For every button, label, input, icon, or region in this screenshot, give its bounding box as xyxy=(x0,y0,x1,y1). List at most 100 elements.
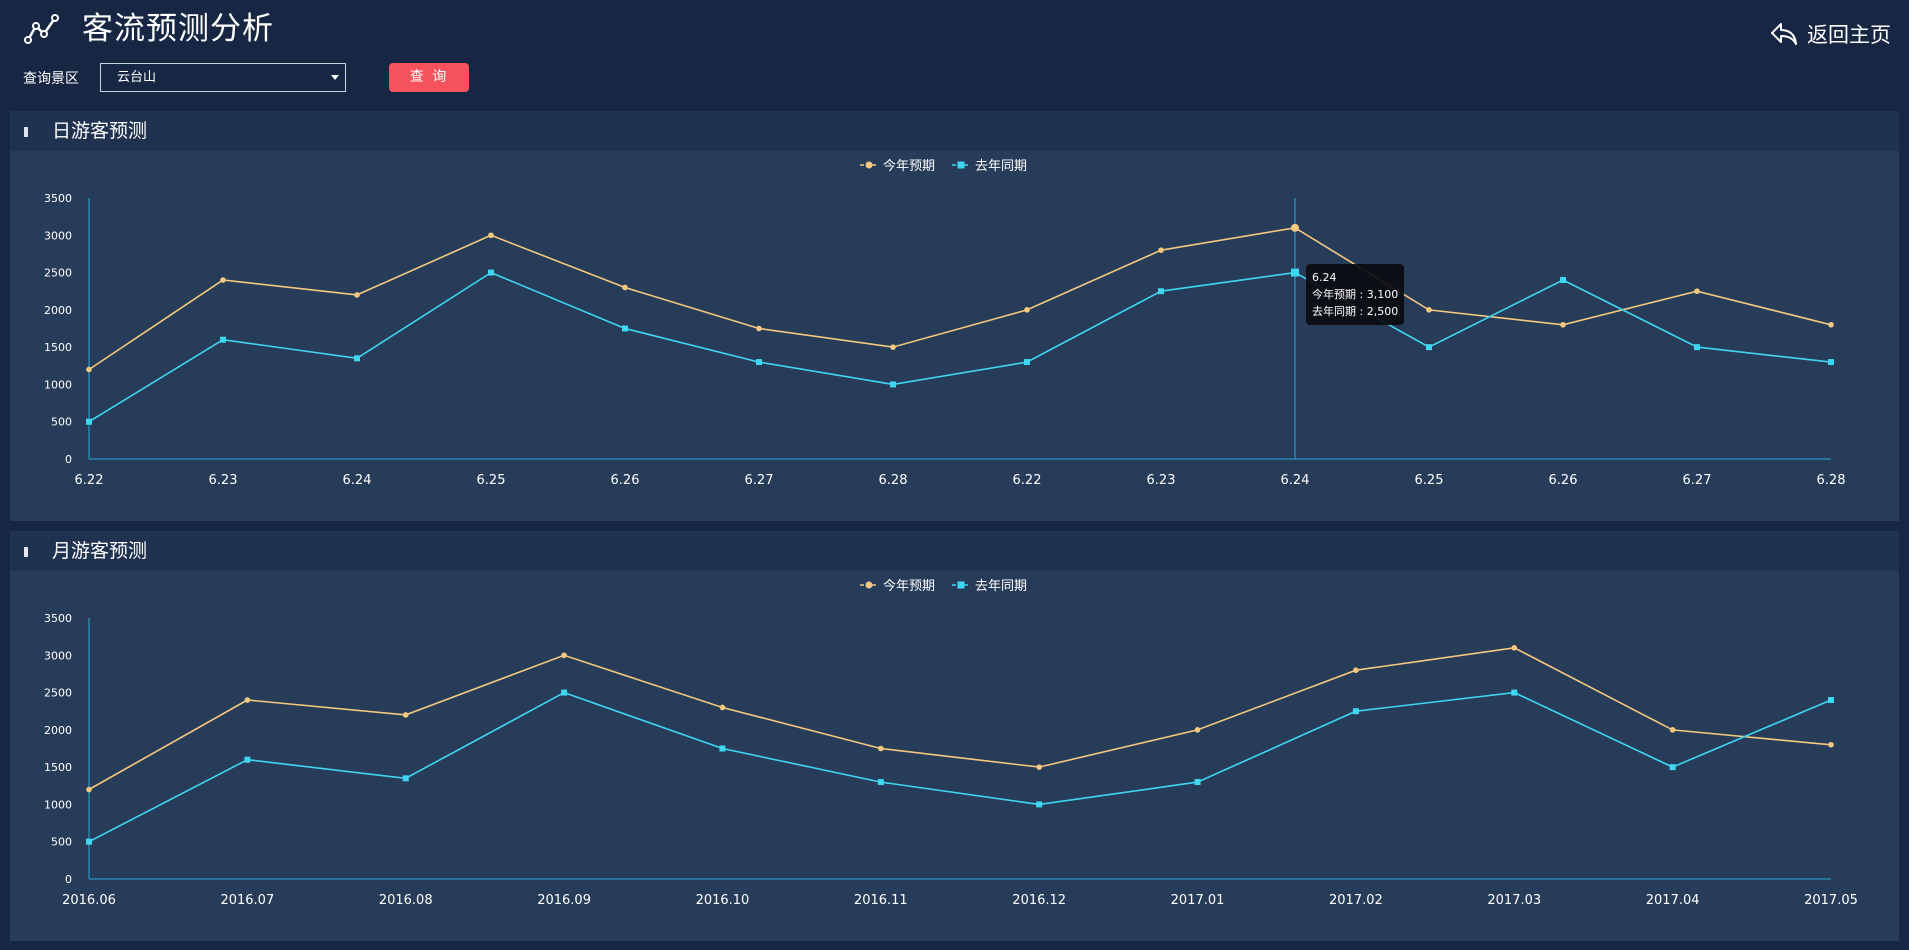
scenic-area-label: 查询景区 xyxy=(23,71,79,87)
daily-panel-title: 日游客预测 xyxy=(52,120,148,142)
y-tick-label: 1500 xyxy=(44,341,72,354)
tooltip-last-year: 去年同期 : 2,500 xyxy=(1312,305,1399,318)
series-line-last-year xyxy=(88,691,1832,843)
data-point xyxy=(756,325,762,332)
data-point xyxy=(878,745,884,752)
data-point xyxy=(622,284,628,291)
x-tick-label: 6.25 xyxy=(477,473,506,488)
data-point xyxy=(1828,741,1834,748)
legend-label: 今年预期 xyxy=(883,578,935,594)
page-title: 客流预测分析 xyxy=(82,11,274,47)
data-point xyxy=(1511,689,1518,696)
data-point xyxy=(1036,764,1042,770)
data-point xyxy=(1511,645,1518,651)
x-tick-label: 2016.09 xyxy=(537,893,591,908)
data-point xyxy=(86,366,92,373)
data-point xyxy=(1158,288,1164,295)
data-point xyxy=(1669,764,1676,771)
x-tick-label: 6.26 xyxy=(1549,473,1578,488)
legend-marker xyxy=(957,161,965,169)
data-point xyxy=(890,344,896,350)
x-tick-label: 2016.12 xyxy=(1012,893,1066,908)
back-home-label: 返回主页 xyxy=(1807,23,1891,47)
data-point xyxy=(220,336,226,343)
daily-panel-header: 日游客预测 xyxy=(10,111,1899,151)
y-tick-label: 3500 xyxy=(44,612,72,625)
data-point xyxy=(1291,223,1299,232)
x-tick-label: 6.28 xyxy=(879,473,908,488)
data-point xyxy=(1828,321,1834,328)
x-tick-label: 6.27 xyxy=(745,473,774,488)
legend-marker xyxy=(865,581,873,589)
x-tick-label: 6.24 xyxy=(343,473,372,488)
x-tick-label: 6.23 xyxy=(209,473,238,488)
data-point xyxy=(1158,247,1164,253)
data-point xyxy=(756,359,762,366)
monthly-forecast-chart: 今年预期 去年同期 0 500 1000 1500 2000 2500 3000 3500 2016… xyxy=(44,578,1858,908)
data-point xyxy=(1694,288,1700,295)
back-home-link[interactable]: 返回主页 xyxy=(1769,18,1891,50)
data-point xyxy=(488,269,494,276)
data-point xyxy=(488,232,494,239)
x-tick-label: 6.28 xyxy=(1817,473,1846,488)
legend-marker xyxy=(865,161,873,169)
data-point xyxy=(877,779,884,786)
data-point xyxy=(561,652,567,659)
reply-arrow-icon xyxy=(1771,23,1797,45)
y-tick-label: 0 xyxy=(65,873,72,886)
legend-label: 去年同期 xyxy=(975,159,1027,174)
chart-legend: 今年预期 去年同期 xyxy=(860,158,1027,174)
data-point xyxy=(1194,727,1201,733)
data-point xyxy=(1024,359,1030,366)
data-point xyxy=(354,292,360,298)
data-point xyxy=(86,838,92,845)
monthly-forecast-panel: 月游客预测 今年预期 去年同期 0 500 1000 1500 2000 2500 3000 35… xyxy=(10,531,1899,941)
scenic-area-select[interactable]: 云台山 xyxy=(100,63,346,92)
chart-legend: 今年预期 去年同期 xyxy=(860,578,1027,594)
query-bar: 查询景区 云台山 查 询 xyxy=(0,60,1909,100)
series-line-forecast xyxy=(88,226,1832,371)
data-point xyxy=(719,745,726,752)
legend-label: 去年同期 xyxy=(975,579,1027,594)
data-point xyxy=(1828,359,1834,366)
data-point xyxy=(1426,344,1432,351)
x-tick-label: 2017.02 xyxy=(1329,893,1383,908)
legend-marker xyxy=(957,581,965,589)
data-point xyxy=(1560,277,1566,284)
x-tick-label: 2017.05 xyxy=(1804,893,1858,908)
y-tick-label: 2500 xyxy=(44,687,72,700)
x-tick-label: 6.22 xyxy=(75,473,104,488)
panel-marker xyxy=(24,547,28,557)
data-point xyxy=(1194,779,1201,786)
x-tick-label: 6.26 xyxy=(611,473,640,488)
x-tick-label: 6.22 xyxy=(1013,473,1042,488)
x-tick-label: 2017.01 xyxy=(1171,893,1225,908)
x-tick-label: 2016.08 xyxy=(379,893,433,908)
data-point xyxy=(402,712,409,718)
data-point xyxy=(890,381,896,388)
x-tick-label: 2017.03 xyxy=(1487,893,1541,908)
data-point xyxy=(1352,708,1359,715)
x-tick-label: 2017.04 xyxy=(1646,893,1700,908)
data-point xyxy=(561,689,568,696)
x-tick-label: 2016.06 xyxy=(62,893,116,908)
data-point xyxy=(402,775,409,782)
data-point xyxy=(1828,697,1834,704)
x-tick-label: 2016.10 xyxy=(696,893,750,908)
monthly-panel-header: 月游客预测 xyxy=(10,531,1899,571)
data-point xyxy=(719,704,726,711)
x-tick-label: 6.23 xyxy=(1147,473,1176,488)
x-tick-label: 6.24 xyxy=(1281,473,1310,488)
daily-forecast-panel: 日游客预测 今年预期 去年同期 0 500 1000 1500 2000 2500 3000 35… xyxy=(10,111,1899,521)
data-point xyxy=(1353,667,1359,673)
scenic-area-selected: 云台山 xyxy=(117,70,157,85)
data-point xyxy=(86,418,92,425)
y-tick-label: 500 xyxy=(51,416,72,429)
data-point xyxy=(1694,344,1700,351)
x-tick-label: 6.27 xyxy=(1683,473,1712,488)
line-chart-icon xyxy=(24,14,59,44)
y-tick-label: 1000 xyxy=(44,798,72,811)
y-tick-label: 1500 xyxy=(44,761,72,774)
query-button[interactable]: 查 询 xyxy=(389,63,469,92)
legend-label: 今年预期 xyxy=(883,158,935,174)
